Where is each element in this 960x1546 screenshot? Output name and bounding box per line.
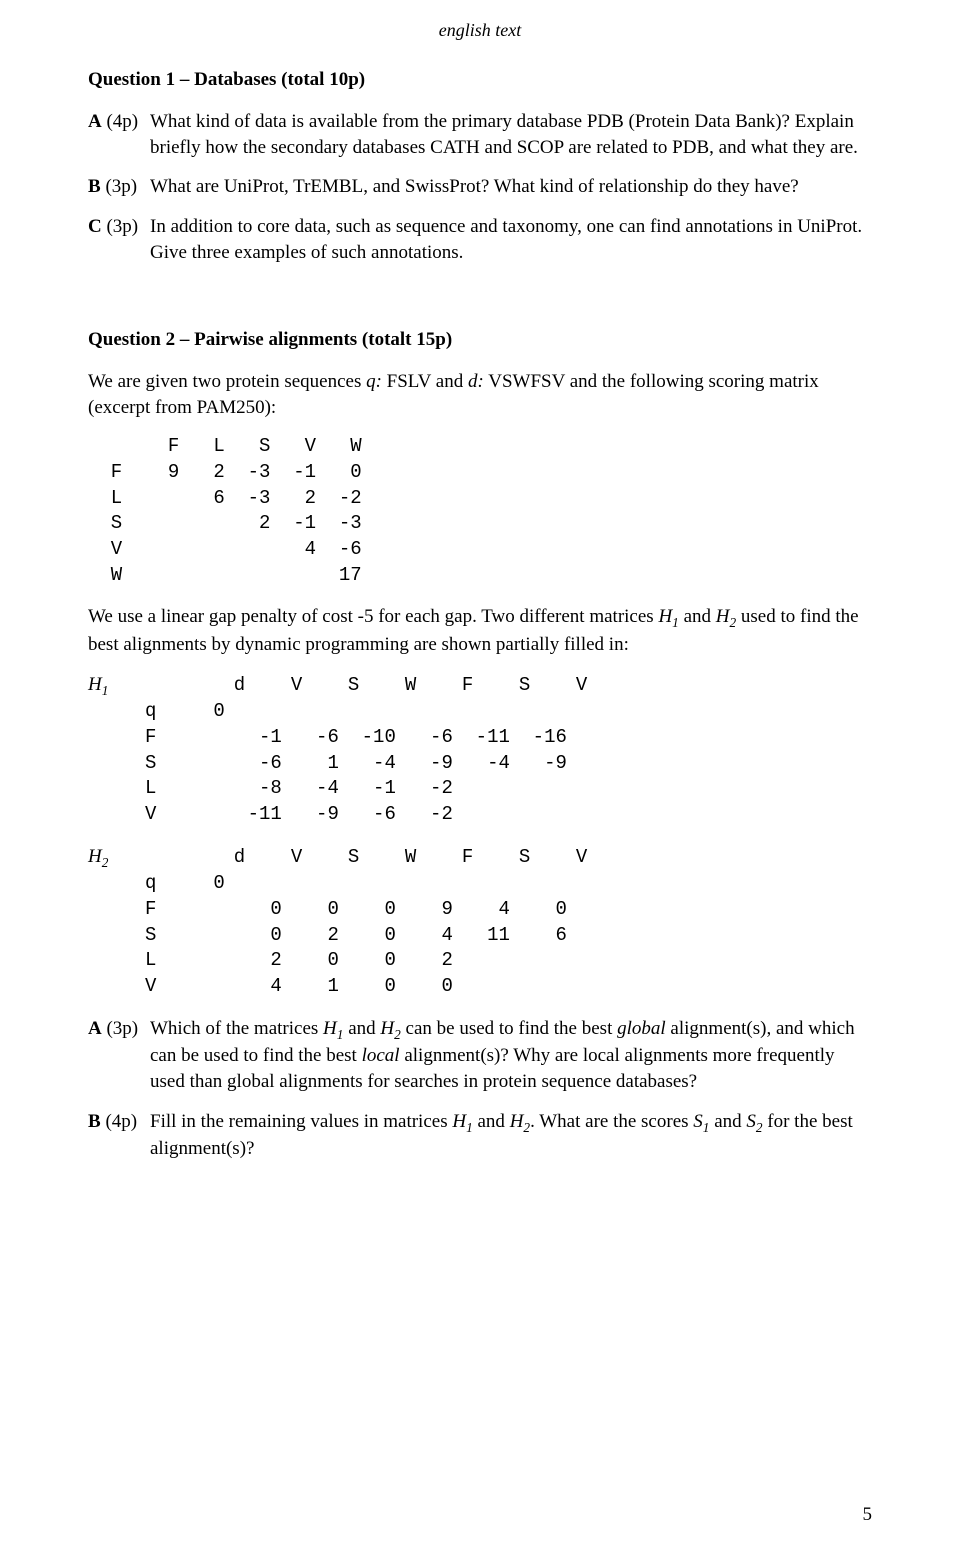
- q1-a-text: What kind of data is available from the …: [150, 109, 872, 160]
- q1-b-text: What are UniProt, TrEMBL, and SwissProt?…: [150, 174, 872, 200]
- q2-b-label: B (4p): [88, 1109, 150, 1162]
- page: english text Question 1 – Databases (tot…: [0, 0, 960, 1546]
- question-1-title: Question 1 – Databases (total 10p): [88, 69, 872, 91]
- q1-c-label: C (3p): [88, 214, 150, 265]
- q1-part-c: C (3p) In addition to core data, such as…: [88, 214, 872, 265]
- question-2-title: Question 2 – Pairwise alignments (totalt…: [88, 329, 872, 351]
- page-header: english text: [88, 20, 872, 41]
- spacer: [88, 279, 872, 319]
- page-number: 5: [863, 1504, 873, 1526]
- q1-a-label: A (4p): [88, 109, 150, 160]
- q1-b-label: B (3p): [88, 174, 150, 200]
- pam250-matrix: F L S V W F 9 2 -3 -1 0 L 6 -3 2 -2 S 2 …: [88, 434, 872, 588]
- header-text: english text: [439, 20, 521, 40]
- q2-gap-paragraph: We use a linear gap penalty of cost -5 f…: [88, 604, 872, 657]
- q1-c-text: In addition to core data, such as sequen…: [150, 214, 872, 265]
- q1-part-a: A (4p) What kind of data is available fr…: [88, 109, 872, 160]
- h2-matrix: H2 d V S W F S V q 0 F 0 0 0 9 4 0 S 0 2…: [88, 844, 872, 1000]
- q2-part-a: A (3p) Which of the matrices H1 and H2 c…: [88, 1016, 872, 1095]
- q2-a-label: A (3p): [88, 1016, 150, 1095]
- q2-b-text: Fill in the remaining values in matrices…: [150, 1109, 872, 1162]
- h1-matrix: H1 d V S W F S V q 0 F -1 -6 -10 -6 -11 …: [88, 672, 872, 828]
- q2-a-text: Which of the matrices H1 and H2 can be u…: [150, 1016, 872, 1095]
- q2-part-b: B (4p) Fill in the remaining values in m…: [88, 1109, 872, 1162]
- q1-part-b: B (3p) What are UniProt, TrEMBL, and Swi…: [88, 174, 872, 200]
- q2-intro: We are given two protein sequences q: FS…: [88, 369, 872, 420]
